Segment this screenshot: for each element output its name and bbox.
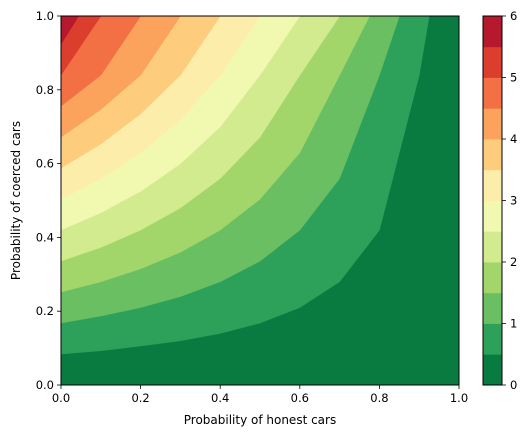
x-tick-label: 0.6 [291, 391, 309, 405]
y-tick-label: 0.2 [36, 304, 54, 318]
colorbar-swatch [483, 231, 502, 263]
plot-frame [60, 15, 460, 386]
y-tick-label: 0.0 [36, 378, 54, 392]
colorbar-swatch [483, 16, 502, 48]
colorbar-tick-label: 2 [510, 255, 517, 269]
colorbar-tick-label: 1 [510, 317, 517, 331]
colorbar-swatch [483, 46, 502, 78]
colorbar-swatch [483, 77, 502, 109]
colorbar-swatch [483, 323, 502, 355]
colorbar-swatch [483, 292, 502, 324]
colorbar-swatch [483, 139, 502, 171]
x-tick-label: 0.8 [370, 391, 388, 405]
contour-plot-area [60, 15, 459, 385]
colorbar-tick-label: 4 [510, 132, 517, 146]
x-tick-label: 0.0 [52, 391, 70, 405]
colorbar-swatch [483, 200, 502, 232]
x-tick-label: 0.2 [131, 391, 149, 405]
y-tick-label: 0.6 [36, 157, 54, 171]
x-axis-label: Probability of honest cars [184, 413, 336, 427]
colorbar-swatch [483, 354, 502, 386]
colorbar-tick-label: 3 [510, 194, 517, 208]
colorbar-swatch [483, 262, 502, 294]
y-tick-label: 0.4 [36, 230, 54, 244]
y-tick-label: 1.0 [36, 9, 54, 23]
x-axis: 0.0 0.2 0.4 0.6 0.8 1.0 [52, 385, 468, 405]
colorbar [483, 16, 502, 386]
colorbar-swatch [483, 108, 502, 140]
colorbar-swatch [483, 169, 502, 201]
y-axis: 0.0 0.2 0.4 0.6 0.8 1.0 [36, 9, 61, 392]
colorbar-tick-label: 5 [510, 71, 517, 85]
colorbar-axis: 0 1 2 3 4 5 6 [502, 9, 517, 392]
colorbar-tick-label: 6 [510, 9, 517, 23]
y-axis-label: Probability of coerced cars [9, 121, 23, 280]
colorbar-tick-label: 0 [510, 378, 517, 392]
x-tick-label: 1.0 [450, 391, 468, 405]
y-tick-label: 0.8 [36, 83, 54, 97]
x-tick-label: 0.4 [211, 391, 229, 405]
